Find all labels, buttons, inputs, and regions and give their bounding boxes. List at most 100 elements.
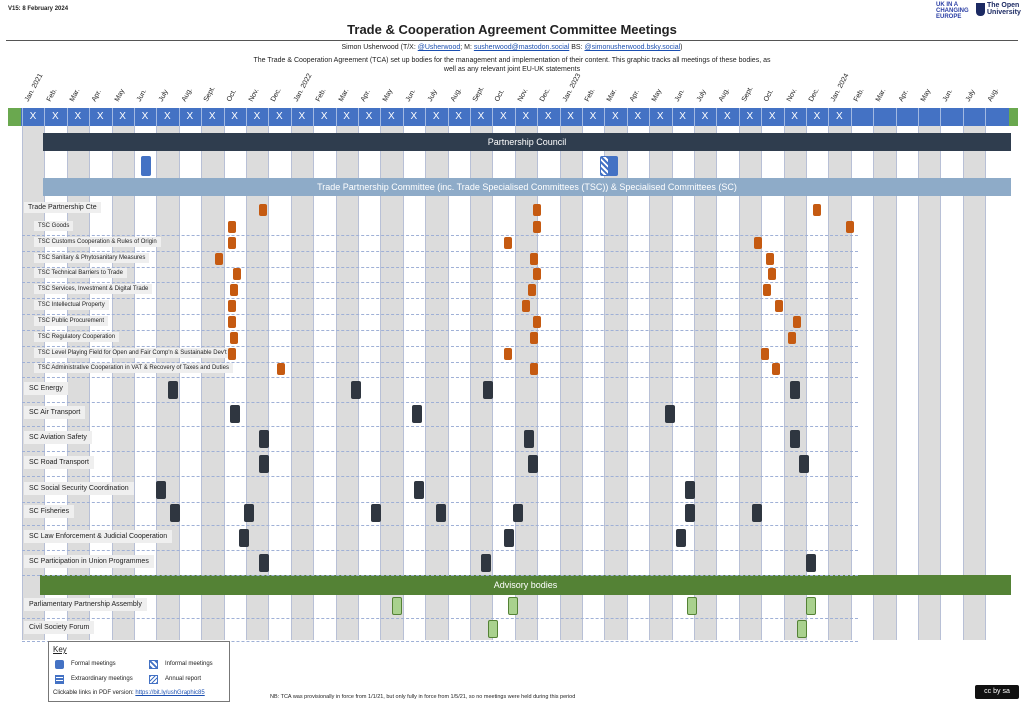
meeting-marker[interactable]: [797, 620, 808, 638]
row-label: SC Air Transport: [24, 406, 86, 419]
meeting-marker[interactable]: [228, 237, 237, 249]
meeting-marker[interactable]: [521, 300, 530, 312]
meeting-marker[interactable]: [414, 481, 424, 499]
meeting-marker[interactable]: [532, 268, 541, 280]
meeting-marker[interactable]: [806, 554, 816, 572]
meeting-marker[interactable]: [228, 348, 237, 360]
meeting-marker[interactable]: [523, 430, 534, 448]
meeting-marker[interactable]: [230, 405, 241, 423]
axis-divider: [582, 108, 583, 126]
meeting-marker[interactable]: [214, 253, 223, 265]
meeting-marker[interactable]: [259, 430, 270, 448]
meeting-marker[interactable]: [532, 221, 541, 233]
formal-swatch: [55, 660, 64, 669]
meeting-marker[interactable]: [676, 529, 687, 547]
meeting-marker[interactable]: [483, 381, 494, 399]
meeting-marker[interactable]: [530, 332, 539, 344]
axis-divider: [134, 108, 135, 126]
meeting-marker[interactable]: [685, 504, 696, 522]
meeting-marker[interactable]: [167, 381, 178, 399]
meeting-marker[interactable]: [532, 204, 541, 216]
axis-divider: [470, 108, 471, 126]
meeting-marker[interactable]: [503, 237, 512, 249]
meeting-marker[interactable]: [156, 481, 167, 499]
bluesky-link[interactable]: @simonusherwood.bsky.social: [584, 44, 681, 51]
meeting-marker[interactable]: [799, 455, 810, 473]
meeting-marker[interactable]: [228, 316, 237, 328]
month-x-marker: X: [410, 111, 418, 122]
advisory-bodies-band: Advisory bodies: [40, 575, 1011, 595]
axis-divider: [492, 108, 494, 126]
pdf-link[interactable]: https://bit.ly/ushGraphic85: [135, 690, 205, 696]
meeting-marker[interactable]: [774, 300, 783, 312]
month-tick-label: Jun.: [673, 88, 686, 103]
meeting-marker[interactable]: [790, 381, 801, 399]
partnership-council-meeting[interactable]: [140, 156, 151, 176]
twitter-link[interactable]: @Usherwood: [417, 44, 461, 51]
meeting-marker[interactable]: [846, 221, 855, 233]
month-column: [694, 108, 718, 640]
meeting-marker[interactable]: [230, 332, 239, 344]
meeting-marker[interactable]: [259, 554, 270, 572]
bluesky-prefix: BS:: [569, 44, 585, 51]
row-label: TSC Technical Barriers to Trade: [34, 268, 127, 278]
meeting-marker[interactable]: [481, 554, 492, 572]
meeting-marker[interactable]: [508, 597, 519, 615]
meeting-marker[interactable]: [763, 284, 772, 296]
meeting-marker[interactable]: [230, 284, 239, 296]
meeting-marker[interactable]: [530, 363, 539, 375]
month-x-marker: X: [388, 111, 395, 122]
meeting-marker[interactable]: [812, 204, 821, 216]
mastodon-link[interactable]: susherwood@mastodon.social: [473, 44, 570, 51]
meeting-marker[interactable]: [530, 253, 539, 265]
meeting-marker[interactable]: [232, 268, 241, 280]
month-column: [134, 108, 157, 640]
meeting-marker[interactable]: [503, 348, 512, 360]
meeting-marker[interactable]: [788, 332, 797, 344]
meeting-marker[interactable]: [767, 268, 776, 280]
meeting-marker[interactable]: [790, 430, 801, 448]
row-label: Parliamentary Partnership Assembly: [24, 598, 147, 611]
month-x-marker: X: [836, 111, 843, 122]
meeting-marker[interactable]: [765, 253, 774, 265]
meeting-marker[interactable]: [528, 284, 537, 296]
meeting-marker[interactable]: [228, 300, 237, 312]
legend-informal: Informal meetings: [165, 661, 213, 667]
meeting-marker[interactable]: [528, 455, 539, 473]
meeting-marker[interactable]: [761, 348, 770, 360]
meeting-marker[interactable]: [371, 504, 382, 522]
meeting-marker[interactable]: [532, 316, 541, 328]
meeting-marker[interactable]: [685, 481, 696, 499]
axis-divider: [66, 108, 68, 126]
row-divider: [22, 451, 858, 452]
partnership-council-meeting[interactable]: [607, 156, 618, 176]
axis-divider: [940, 108, 942, 126]
meeting-marker[interactable]: [664, 405, 675, 423]
meeting-marker[interactable]: [754, 237, 763, 249]
month-column: [828, 108, 852, 640]
row-label: SC Aviation Safety: [24, 431, 92, 444]
meeting-marker[interactable]: [503, 529, 514, 547]
meeting-marker[interactable]: [792, 316, 801, 328]
month-x-marker: X: [365, 111, 373, 122]
meeting-marker[interactable]: [512, 504, 523, 522]
meeting-marker[interactable]: [687, 597, 698, 615]
meeting-marker[interactable]: [259, 204, 268, 216]
month-x-marker: X: [29, 111, 37, 122]
meeting-marker[interactable]: [277, 363, 286, 375]
meeting-marker[interactable]: [169, 504, 180, 522]
meeting-marker[interactable]: [391, 597, 402, 615]
meeting-marker[interactable]: [411, 405, 422, 423]
meeting-marker[interactable]: [436, 504, 447, 522]
month-x-marker: X: [119, 111, 126, 122]
meeting-marker[interactable]: [239, 529, 250, 547]
meeting-marker[interactable]: [772, 363, 781, 375]
footnote: NB: TCA was provisionally in force from …: [270, 694, 576, 700]
meeting-marker[interactable]: [243, 504, 254, 522]
meeting-marker[interactable]: [487, 620, 498, 638]
meeting-marker[interactable]: [806, 597, 816, 615]
meeting-marker[interactable]: [752, 504, 763, 522]
meeting-marker[interactable]: [228, 221, 237, 233]
meeting-marker[interactable]: [351, 381, 362, 399]
meeting-marker[interactable]: [259, 455, 270, 473]
